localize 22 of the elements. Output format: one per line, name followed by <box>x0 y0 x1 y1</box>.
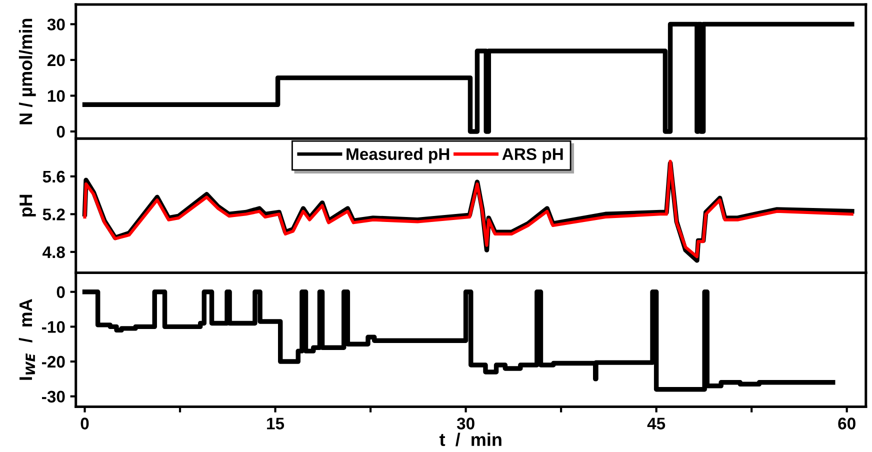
x-tick-label: 60 <box>838 418 856 430</box>
y-axis-title: I$_{WE}$ / mA <box>18 299 35 380</box>
x-tick-label: 15 <box>267 418 284 430</box>
y-tick-label: 0 <box>56 286 65 298</box>
x-axis-title: t / min <box>440 432 502 446</box>
y-tick-label: 5.2 <box>42 208 65 220</box>
legend-label: Measured pH <box>346 148 450 164</box>
y-axis-title: N / µmol/min <box>18 18 36 124</box>
x-tick-label: 45 <box>647 418 666 430</box>
y-tick-label: -20 <box>42 356 65 368</box>
y-tick-label: 20 <box>47 54 65 66</box>
legend-label: ARS pH <box>502 148 563 164</box>
x-tick-label: 30 <box>456 418 474 430</box>
y-tick-label: 30 <box>47 18 65 30</box>
x-tick-label: 0 <box>80 418 89 430</box>
y-tick-label: 5.6 <box>42 170 65 183</box>
y-tick-label: 0 <box>56 126 65 138</box>
y-tick-label: -10 <box>42 321 65 333</box>
y-tick-label: 10 <box>48 90 65 102</box>
y-tick-label: -30 <box>42 390 65 403</box>
y-axis-title: pH <box>20 194 36 217</box>
y-tick-label: 4.8 <box>42 246 65 258</box>
